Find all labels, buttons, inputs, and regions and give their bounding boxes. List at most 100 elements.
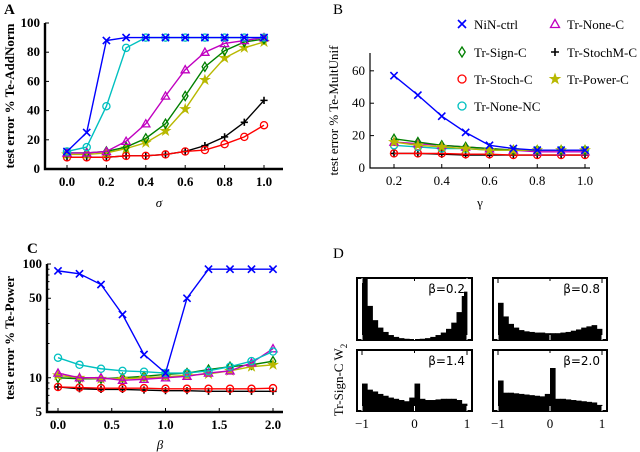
histogram-bar — [586, 401, 592, 411]
triangle-marker — [117, 374, 128, 385]
star-marker — [266, 358, 280, 370]
x-marker — [247, 265, 256, 274]
x-marker — [457, 19, 467, 29]
x-axis-label: σ — [156, 195, 163, 210]
y-tick-label: 60 — [27, 73, 40, 88]
series-line — [67, 41, 265, 156]
star-marker — [159, 124, 172, 137]
histogram-bar — [383, 395, 389, 411]
legend-label: Tr-Sign-C — [474, 45, 527, 60]
triangle-marker — [199, 46, 211, 56]
triangle-marker — [74, 372, 85, 382]
x-marker — [413, 90, 423, 100]
circle-marker — [182, 384, 192, 394]
y-axis-label: test error % Te-Power — [2, 276, 17, 400]
series-tr-none-c — [52, 343, 279, 385]
circle-marker — [62, 147, 72, 156]
x-marker — [509, 144, 518, 153]
histogram-bar — [555, 398, 561, 411]
histogram-bar — [560, 398, 566, 411]
x-marker — [161, 33, 170, 42]
histogram-bar — [362, 278, 368, 340]
x-tick-label: 0.0 — [50, 417, 66, 432]
triangle-marker — [179, 64, 191, 74]
plus-marker — [240, 118, 248, 126]
histogram-bar — [498, 380, 504, 411]
circle-marker — [139, 367, 149, 376]
histogram-bar — [534, 395, 540, 411]
panel-letter: B — [333, 2, 343, 18]
histogram-bar — [529, 331, 535, 340]
circle-marker — [200, 145, 210, 155]
triangle-marker — [101, 146, 112, 156]
y-axis-label: test error % Te-MultUnif — [326, 45, 341, 176]
panel-c: C 0.0 0.5 1.0 1.5 2.0 5 10 50 100 β test error % Te… — [2, 241, 283, 452]
circle-marker — [389, 149, 399, 158]
x-marker — [533, 146, 542, 155]
histogram-bar — [570, 400, 577, 411]
histogram-bar — [508, 323, 514, 340]
x-tick-label: 0.4 — [138, 174, 155, 189]
circle-marker — [247, 356, 256, 366]
label-background — [547, 353, 599, 368]
histogram-bar — [570, 330, 577, 340]
x-tick-label: 1.0 — [157, 417, 173, 432]
series-line — [57, 268, 273, 375]
diamond-marker — [462, 141, 470, 153]
legend-entry-tr-stochm-c: Tr-StochM-C — [551, 45, 637, 60]
histogram-bar — [456, 312, 463, 340]
x-tick-label: 0.6 — [481, 173, 498, 188]
y-tick-label: 60 — [352, 63, 365, 78]
star-marker — [548, 72, 562, 85]
x-marker — [225, 265, 235, 274]
x-marker — [181, 33, 190, 42]
y-tick-label: 20 — [352, 128, 365, 143]
circle-marker — [240, 132, 249, 142]
histogram-bar — [513, 393, 520, 411]
panel-a: A 0.0 0.2 0.4 0.6 0.8 1.0 0 20 40 60 80 100 σ test err… — [2, 2, 283, 210]
circle-marker — [268, 383, 278, 393]
histogram-bar — [377, 393, 384, 411]
circle-marker — [204, 366, 213, 376]
triangle-marker — [160, 90, 171, 100]
circle-marker — [141, 151, 151, 161]
histogram-2-0: β=2.0 −1 0 1 — [491, 349, 608, 431]
circle-marker — [225, 384, 235, 394]
circle-marker — [118, 383, 127, 393]
y-tick-label: 50 — [29, 290, 42, 305]
legend-entry-tr-stoch-c: Tr-Stoch-C — [457, 72, 533, 87]
histogram-bar — [451, 322, 457, 340]
histogram-bar — [372, 320, 379, 340]
x-tick-label: −1 — [355, 416, 369, 431]
histogram-bar — [596, 328, 603, 340]
x-tick-label: 0.5 — [104, 417, 121, 432]
x-marker — [62, 147, 72, 156]
triangle-marker — [140, 118, 152, 128]
star-marker — [387, 135, 401, 148]
y-axis-label-main: Tr-Sign-C W — [331, 348, 346, 417]
x-marker — [240, 33, 249, 42]
histogram-label: β=0.2 — [428, 282, 465, 296]
diamond-marker — [221, 44, 229, 57]
histogram-bar — [367, 389, 373, 411]
x-marker — [53, 266, 63, 276]
panel-letter: A — [4, 2, 15, 18]
histogram-bar — [440, 398, 447, 411]
x-tick-label: 1 — [464, 416, 471, 431]
series-line — [57, 348, 274, 381]
y-axis-label: Tr-Sign-C W2 — [331, 344, 349, 417]
histogram-bar — [435, 335, 442, 340]
x-tick-label: 2.0 — [265, 417, 281, 432]
series-line — [66, 36, 264, 153]
circle-marker — [161, 368, 170, 378]
histogram-bar — [388, 335, 394, 340]
star-marker — [435, 140, 448, 152]
histogram-bar — [430, 400, 436, 411]
x-tick-label: 0.4 — [434, 173, 451, 188]
axes — [43, 23, 283, 171]
x-marker — [580, 146, 590, 155]
histogram-bar — [518, 330, 525, 340]
circle-marker — [102, 101, 111, 111]
series-nin-ctrl — [53, 265, 278, 378]
